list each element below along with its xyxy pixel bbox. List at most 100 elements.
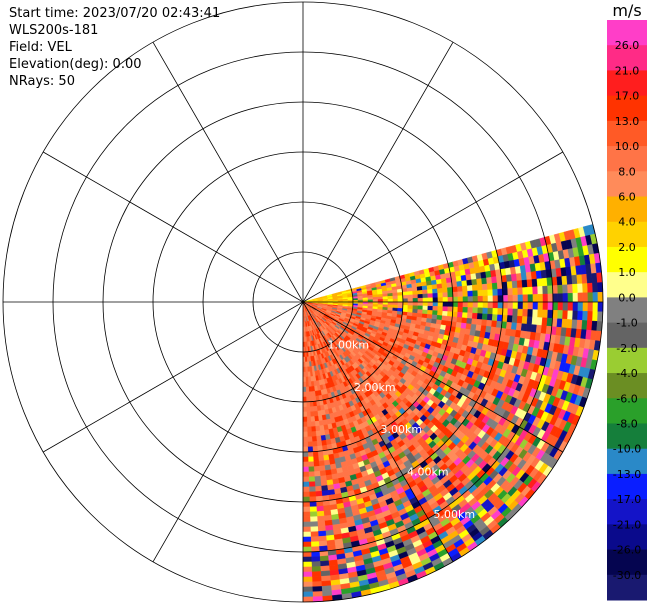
velocity-cell — [319, 541, 327, 547]
velocity-cell — [493, 296, 498, 302]
range-label: 3.00km — [380, 423, 422, 436]
velocity-cell — [314, 461, 320, 466]
velocity-cell — [448, 292, 453, 297]
velocity-cell — [498, 308, 503, 315]
velocity-cell — [303, 432, 307, 437]
velocity-cell — [543, 302, 548, 310]
velocity-cell — [508, 309, 513, 316]
colorbar-tick-label: -30.0 — [613, 569, 641, 582]
velocity-cell — [471, 324, 477, 330]
velocity-cell — [303, 502, 310, 507]
velocity-cell — [318, 536, 326, 542]
velocity-cell — [583, 302, 588, 311]
velocity-cell — [577, 275, 583, 284]
velocity-cell — [493, 308, 498, 315]
velocity-cell — [403, 292, 408, 296]
velocity-cell — [513, 295, 518, 302]
velocity-cell — [468, 291, 473, 297]
velocity-cell — [562, 311, 568, 320]
velocity-cell — [508, 302, 513, 309]
colorbar-tick-label: -17.0 — [613, 493, 641, 506]
velocity-cell — [318, 531, 326, 537]
velocity-cell — [313, 456, 319, 461]
velocity-cell — [303, 442, 308, 447]
velocity-cell — [471, 274, 477, 280]
velocity-cell — [303, 497, 310, 502]
velocity-cell — [472, 285, 477, 291]
velocity-cell — [572, 284, 578, 293]
velocity-cell — [398, 302, 403, 305]
velocity-cell — [488, 296, 493, 302]
velocity-cell — [303, 592, 313, 597]
velocity-cell — [442, 311, 447, 316]
colorbar-tick-label: 13.0 — [615, 115, 640, 128]
velocity-cell — [443, 307, 448, 312]
velocity-cell — [307, 417, 311, 422]
velocity-cell — [487, 283, 493, 290]
velocity-cell — [582, 283, 587, 292]
velocity-cell — [312, 441, 317, 446]
velocity-cell — [462, 313, 467, 319]
colorbar-tick-label: 1.0 — [618, 266, 636, 279]
velocity-cell — [438, 293, 443, 298]
velocity-cell — [507, 281, 513, 288]
velocity-cell — [467, 280, 473, 286]
velocity-cell — [311, 557, 320, 562]
velocity-cell — [548, 310, 553, 318]
velocity-cell — [303, 387, 306, 392]
velocity-cell — [305, 362, 307, 367]
velocity-cell — [473, 291, 478, 297]
velocity-cell — [573, 302, 578, 311]
velocity-cell — [303, 477, 309, 482]
velocity-cell — [417, 286, 422, 290]
velocity-cell — [320, 471, 326, 477]
velocity-cell — [319, 466, 325, 472]
velocity-cell — [388, 293, 393, 296]
velocity-cell — [592, 312, 597, 322]
velocity-cell — [513, 309, 518, 316]
velocity-cell — [423, 294, 428, 298]
velocity-cell — [303, 462, 308, 467]
velocity-cell — [388, 296, 393, 299]
velocity-cell — [312, 576, 321, 582]
velocity-cell — [442, 283, 448, 288]
velocity-cell — [478, 308, 483, 314]
velocity-cell — [437, 288, 442, 293]
velocity-cell — [458, 297, 463, 302]
velocity-cell — [368, 297, 373, 300]
velocity-cell — [527, 280, 533, 288]
velocity-cell — [433, 293, 438, 298]
velocity-cell — [315, 486, 322, 492]
velocity-cell — [437, 284, 443, 289]
velocity-cell — [507, 315, 513, 322]
velocity-cell — [312, 581, 321, 586]
velocity-cell — [418, 294, 423, 298]
colorbar-tick-label: -10.0 — [613, 443, 641, 456]
velocity-cell — [523, 287, 528, 295]
velocity-cell — [453, 302, 458, 307]
elevation-label: Elevation(deg): 0.00 — [9, 57, 142, 72]
velocity-cell — [537, 317, 543, 325]
velocity-cell — [303, 577, 312, 582]
velocity-cell — [478, 302, 483, 308]
velocity-cell — [320, 556, 329, 562]
velocity-cell — [553, 310, 558, 319]
velocity-cell — [538, 286, 543, 294]
velocity-cell — [562, 285, 568, 294]
velocity-cell — [422, 290, 427, 295]
velocity-cell — [562, 276, 568, 285]
velocity-cell — [433, 306, 438, 311]
velocity-cell — [533, 310, 538, 318]
velocity-cell — [518, 302, 523, 309]
velocity-cell — [307, 432, 312, 437]
velocity-cell — [388, 299, 393, 302]
velocity-cell — [308, 447, 313, 452]
start-time-label: Start time: 2023/07/20 02:43:41 — [9, 6, 220, 21]
velocity-cell — [313, 591, 323, 596]
velocity-cell — [393, 302, 398, 305]
velocity-cell — [303, 482, 309, 487]
velocity-cell — [308, 452, 313, 457]
velocity-cell — [553, 285, 558, 294]
velocity-cell — [310, 407, 314, 412]
velocity-cell — [522, 280, 528, 288]
